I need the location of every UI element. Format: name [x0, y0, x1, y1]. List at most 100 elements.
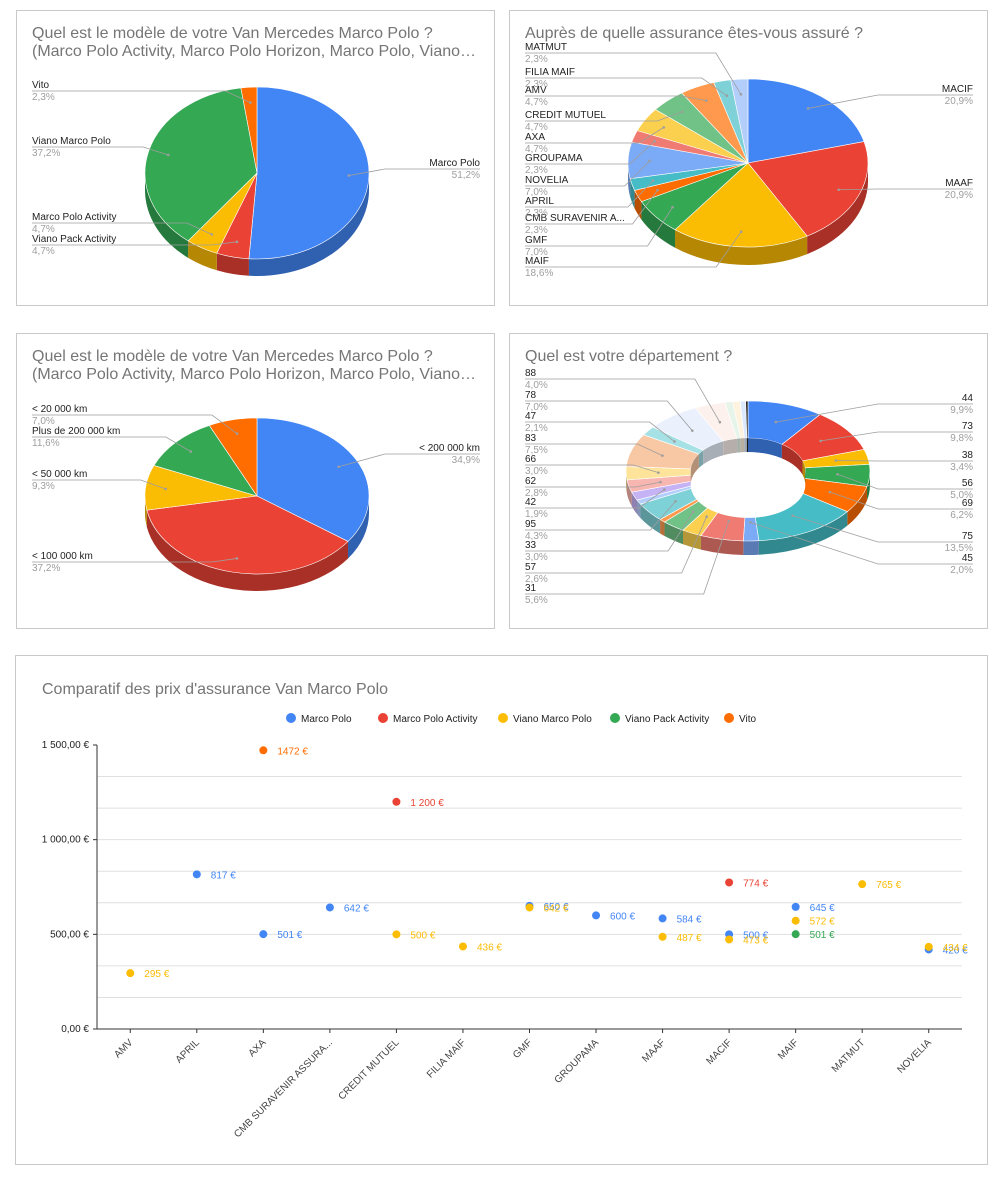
- leader-line: [525, 207, 673, 247]
- leader-line: [750, 522, 973, 565]
- donut-inner-wall: [698, 450, 704, 469]
- data-point[interactable]: [458, 942, 467, 951]
- data-point[interactable]: [658, 914, 667, 923]
- data-point[interactable]: [924, 942, 933, 951]
- leader-dot: [659, 480, 662, 484]
- slice-percent: 20,9%: [945, 96, 973, 107]
- slice-percent: 6,2%: [950, 510, 973, 521]
- slice-label: 78: [525, 390, 537, 401]
- pie-slice-maaf[interactable]: [747, 141, 869, 237]
- legend-label[interactable]: Marco Polo: [301, 714, 352, 725]
- leader-line: [525, 511, 694, 552]
- slice-percent: 37,2%: [32, 563, 60, 574]
- slice-label: FILIA MAIF: [525, 67, 575, 78]
- pie-slice-maif[interactable]: [674, 162, 808, 248]
- legend-label[interactable]: Viano Pack Activity: [625, 714, 709, 725]
- data-point[interactable]: [791, 902, 800, 911]
- pie-slice-matmut[interactable]: [730, 78, 749, 164]
- data-point[interactable]: [791, 930, 800, 939]
- slice-label: 57: [525, 562, 537, 573]
- data-label: 817 €: [211, 870, 236, 881]
- data-point[interactable]: [259, 746, 268, 755]
- pie-slice-side: [664, 522, 683, 545]
- legend-marker: [378, 713, 388, 723]
- pie-slice--200-000-km[interactable]: [256, 417, 370, 542]
- chart-panel-model: Quel est le modèle de votre Van Mercedes…: [16, 10, 495, 306]
- pie-slice-side: [641, 201, 676, 248]
- slice-label: Marco Polo: [429, 158, 480, 169]
- slice-label: Vito: [32, 80, 49, 91]
- leader-line: [525, 464, 659, 474]
- leader-line: [525, 160, 650, 187]
- pie-slice-vito[interactable]: [240, 86, 258, 174]
- chart-panel-department: Quel est votre département ? 44 9,9% 73 9,8…: [509, 333, 988, 629]
- slice-label: < 50 000 km: [32, 469, 87, 480]
- data-label: 650 €: [544, 902, 569, 913]
- data-label: 434 €: [943, 943, 968, 954]
- slice-percent: 5,6%: [525, 595, 548, 606]
- legend-label[interactable]: Viano Marco Polo: [513, 714, 592, 725]
- slice-percent: 34,9%: [452, 455, 480, 466]
- pie-slice-side: [682, 530, 701, 550]
- legend-marker: [498, 713, 508, 723]
- slice-percent: 2,3%: [525, 79, 548, 90]
- slice-percent: 9,8%: [950, 433, 973, 444]
- slice-label: 73: [962, 421, 974, 432]
- slice-label: 47: [525, 411, 537, 422]
- donut-inner-wall: [690, 454, 699, 483]
- data-point[interactable]: [192, 870, 201, 879]
- slice-percent: 7,0%: [525, 187, 548, 198]
- slice-label: 88: [525, 368, 537, 379]
- data-label: 295 €: [144, 969, 169, 980]
- leader-line: [525, 52, 742, 95]
- leader-line: [525, 489, 665, 509]
- data-point[interactable]: [658, 932, 667, 941]
- y-tick-label: 500,00 €: [50, 929, 89, 940]
- leader-line: [32, 146, 169, 156]
- slice-percent: 4,7%: [32, 246, 55, 257]
- pie-slice-side: [743, 540, 759, 555]
- data-point[interactable]: [725, 935, 734, 944]
- x-tick-label: AXA: [247, 1037, 269, 1059]
- data-label: 1 200 €: [410, 798, 444, 809]
- data-label: 765 €: [876, 880, 901, 891]
- slice-percent: 5,0%: [950, 490, 973, 501]
- leader-line: [525, 400, 693, 431]
- pie-slice-plus-de-200-000-km[interactable]: [153, 425, 258, 497]
- pie-slice--100-000-km[interactable]: [146, 495, 349, 575]
- data-point[interactable]: [392, 797, 401, 806]
- slice-percent: 2,3%: [525, 208, 548, 219]
- legend-label[interactable]: Marco Polo Activity: [393, 714, 477, 725]
- legend-marker: [286, 713, 296, 723]
- pie-side: [145, 173, 369, 276]
- data-point[interactable]: [725, 878, 734, 887]
- data-point[interactable]: [392, 930, 401, 939]
- pie-slice--20-000-km[interactable]: [208, 417, 258, 497]
- y-tick-label: 1 000,00 €: [42, 835, 90, 846]
- leader-line: [338, 453, 480, 468]
- pie-slice-macif[interactable]: [747, 78, 865, 164]
- legend-label[interactable]: Vito: [739, 714, 756, 725]
- slice-label: < 20 000 km: [32, 404, 87, 415]
- data-point[interactable]: [858, 880, 867, 889]
- data-point[interactable]: [126, 969, 135, 978]
- data-point[interactable]: [525, 903, 534, 912]
- slice-percent: 51,2%: [452, 170, 480, 181]
- pie-slice-marco-polo[interactable]: [248, 86, 370, 260]
- slice-percent: 13,5%: [945, 543, 973, 554]
- slice-percent: 3,0%: [525, 466, 548, 477]
- data-point[interactable]: [325, 903, 334, 912]
- data-label: 584 €: [677, 914, 702, 925]
- slice-label: AXA: [525, 132, 545, 143]
- data-point[interactable]: [592, 911, 601, 920]
- data-point[interactable]: [791, 916, 800, 925]
- slice-percent: 1,9%: [525, 509, 548, 520]
- leader-line: [32, 436, 192, 452]
- pie-slice-side: [216, 253, 249, 276]
- scatter-chart-prices: Marco Polo Marco Polo Activity Viano Marco…: [42, 713, 968, 1140]
- data-point[interactable]: [259, 930, 268, 939]
- slice-label: MATMUT: [525, 42, 567, 53]
- slice-percent: 9,9%: [950, 405, 973, 416]
- legend: Marco Polo Marco Polo Activity Viano Marco…: [286, 713, 756, 725]
